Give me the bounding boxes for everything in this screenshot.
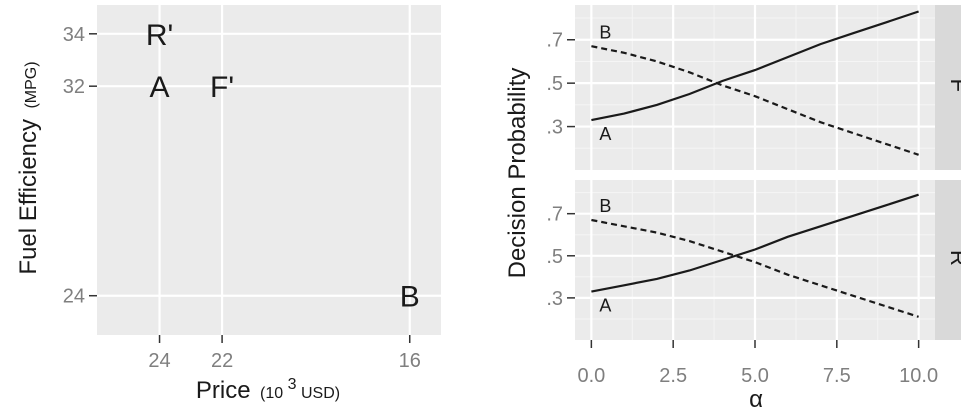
x-axis-unit-exponent: 3 [288, 376, 297, 393]
x-tick-label: 5.0 [741, 365, 769, 387]
x-axis-unit-prefix: (10 [260, 385, 283, 402]
alternatives-scatter-chart: 34 32 24 24 22 16 R' A F' B Price (10 3 USD) Fu… [15, 5, 441, 404]
alternative-point-label: B [400, 281, 420, 314]
facet-panels: .3 .5 .7 A B F' .3 .5 .7 A B R' [546, 5, 961, 340]
x-tick-label: 7.5 [823, 365, 851, 387]
scatter-x-axis-ticks: 24 22 16 [148, 335, 421, 372]
series-line-a [591, 10, 919, 122]
alternative-point-label: A [150, 71, 170, 104]
series-line-b [591, 218, 919, 318]
y-tick-label: 34 [63, 24, 85, 46]
y-tick-label: .7 [546, 30, 563, 52]
series-label: A [599, 124, 611, 144]
x-tick-label: 16 [399, 350, 421, 372]
series-line-b [591, 45, 919, 156]
y-tick-label: 24 [63, 286, 85, 308]
facet-strip-label: R' [946, 250, 961, 270]
series-label: B [599, 196, 611, 216]
x-tick-label: 22 [211, 350, 233, 372]
y-tick-label: .5 [546, 246, 563, 268]
y-tick-label: 32 [63, 76, 85, 98]
decision-probability-axis-title: Decision Probability [504, 68, 531, 279]
alternative-point-label: R' [146, 19, 173, 52]
scatter-gridlines [97, 5, 441, 335]
alpha-axis-title: α [749, 386, 763, 411]
scatter-point-labels: R' A F' B [146, 19, 420, 314]
y-tick-label: .5 [546, 73, 563, 95]
facet-panel: .3 .5 .7 A B F' [546, 5, 961, 170]
x-axis-title-text: Price [196, 377, 251, 404]
x-axis-title: Price (10 3 USD) [196, 376, 340, 404]
alpha-x-axis-ticks: 0.0 2.5 5.0 7.5 10.0 [577, 340, 938, 387]
y-axis-title: Fuel Efficiency (MPG) [15, 61, 42, 274]
series-label: B [599, 22, 611, 42]
facet-panel: .3 .5 .7 A B R' [546, 180, 961, 340]
series-line-a [591, 193, 919, 293]
series-label: A [599, 296, 611, 316]
scatter-panel-background [97, 5, 441, 335]
facet-strip [935, 5, 961, 170]
y-tick-label: .7 [546, 204, 563, 226]
alternative-point-label: F' [210, 71, 234, 104]
x-tick-label: 24 [148, 350, 170, 372]
x-tick-label: 0.0 [577, 365, 605, 387]
x-tick-label: 10.0 [899, 365, 938, 387]
facet-strip [935, 180, 961, 340]
y-axis-title-text: Fuel Efficiency [15, 119, 42, 275]
scatter-y-axis-ticks: 34 32 24 [63, 24, 97, 308]
x-tick-label: 2.5 [659, 365, 687, 387]
y-tick-label: .3 [546, 117, 563, 139]
y-axis-unit: (MPG) [23, 61, 40, 108]
x-axis-unit-suffix: USD) [301, 385, 340, 402]
y-tick-label: .3 [546, 288, 563, 310]
facet-strip-label: F' [946, 79, 961, 97]
